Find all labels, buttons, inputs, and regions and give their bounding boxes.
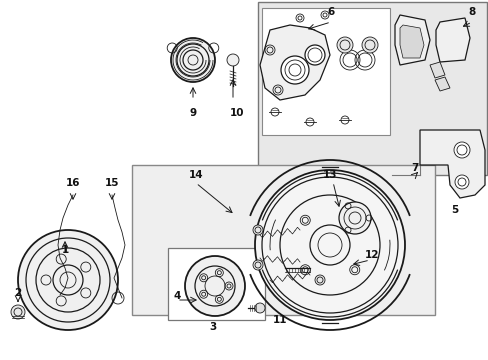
- Polygon shape: [419, 130, 484, 198]
- Text: 6: 6: [326, 7, 334, 17]
- Circle shape: [454, 175, 468, 189]
- Bar: [262, 8, 389, 135]
- Circle shape: [184, 256, 244, 316]
- Circle shape: [254, 170, 404, 320]
- Polygon shape: [434, 77, 449, 91]
- Text: 11: 11: [272, 315, 286, 325]
- Circle shape: [314, 275, 325, 285]
- Circle shape: [361, 37, 377, 53]
- Text: 9: 9: [189, 108, 196, 118]
- Circle shape: [252, 260, 263, 270]
- Circle shape: [226, 54, 239, 66]
- Circle shape: [252, 225, 263, 235]
- Circle shape: [254, 303, 264, 313]
- Polygon shape: [399, 25, 423, 58]
- Text: 4: 4: [173, 291, 181, 301]
- Circle shape: [338, 202, 370, 234]
- Text: 8: 8: [468, 7, 475, 17]
- Text: 5: 5: [450, 205, 458, 215]
- Circle shape: [336, 37, 352, 53]
- Bar: [132, 165, 434, 315]
- Text: 13: 13: [322, 170, 337, 180]
- Polygon shape: [260, 25, 329, 100]
- Circle shape: [18, 230, 118, 330]
- Circle shape: [11, 305, 25, 319]
- Bar: [258, 2, 486, 175]
- Text: 2: 2: [14, 288, 21, 298]
- Text: 15: 15: [104, 178, 119, 188]
- Text: 14: 14: [188, 170, 203, 180]
- Polygon shape: [429, 62, 444, 78]
- Polygon shape: [435, 18, 469, 62]
- Circle shape: [171, 38, 215, 82]
- Text: 16: 16: [65, 178, 80, 188]
- Circle shape: [281, 56, 308, 84]
- Text: 1: 1: [61, 245, 68, 255]
- Bar: [168, 248, 264, 320]
- Text: 3: 3: [209, 322, 216, 332]
- Text: 10: 10: [229, 108, 244, 118]
- Text: 12: 12: [364, 250, 379, 260]
- Circle shape: [305, 45, 325, 65]
- Text: 7: 7: [410, 163, 418, 173]
- Circle shape: [453, 142, 469, 158]
- Polygon shape: [394, 15, 429, 65]
